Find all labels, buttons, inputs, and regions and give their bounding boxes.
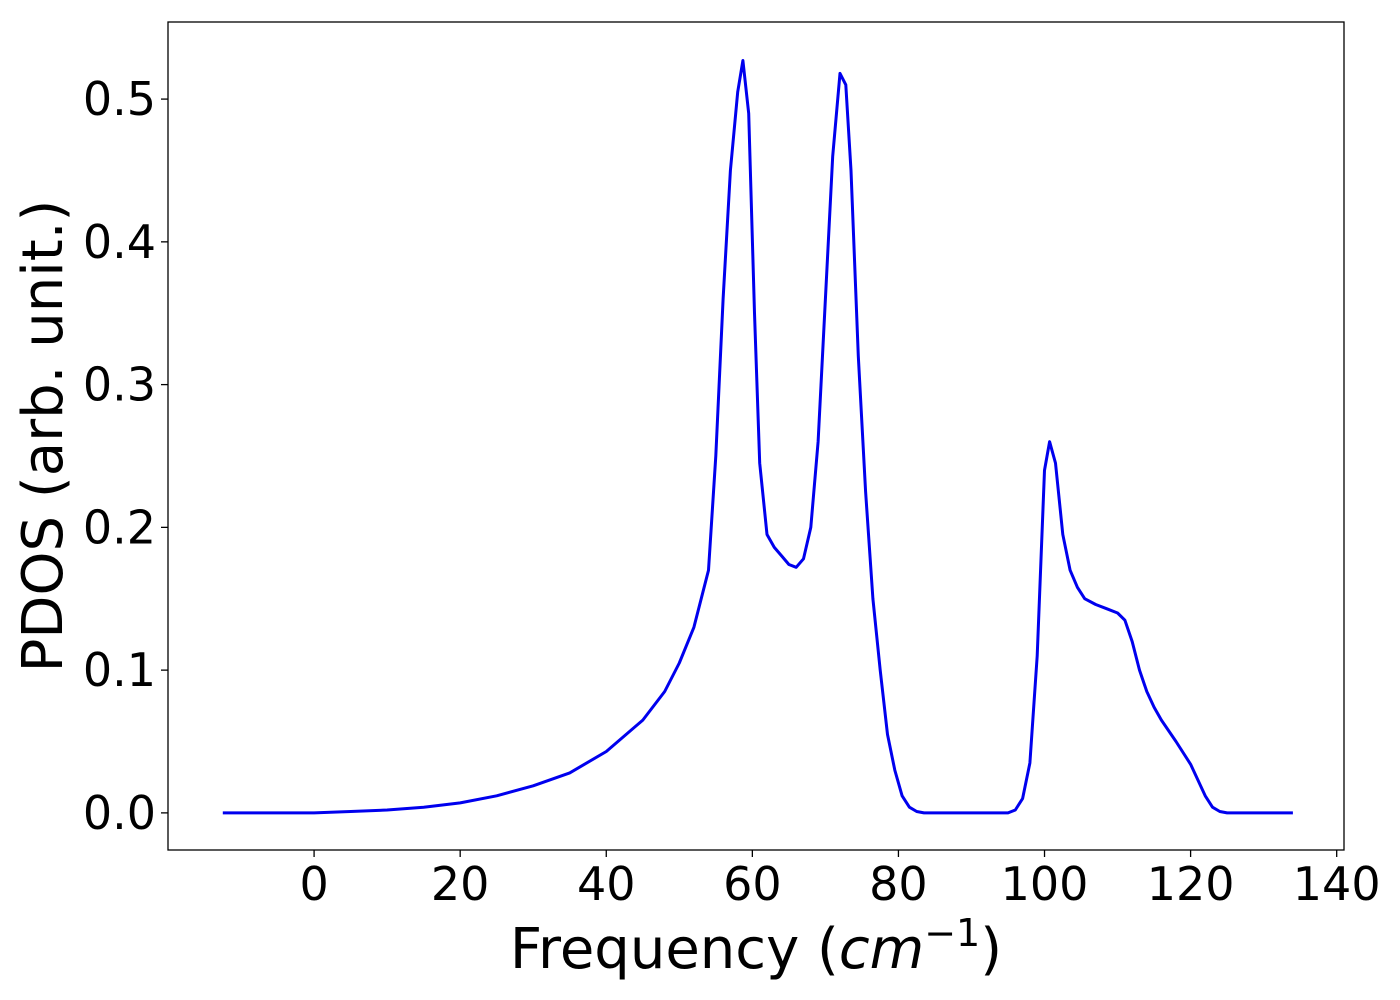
x-tick-label: 60 — [723, 857, 782, 911]
y-axis-ticks: 0.0 0.1 0.2 0.3 0.4 0.5 — [83, 72, 168, 840]
axes-frame — [167, 21, 1345, 851]
x-tick-label: 0 — [299, 857, 328, 911]
y-tick-label: 0.3 — [83, 358, 156, 412]
series-line-0 — [222, 59, 1293, 815]
x-tick-label: 120 — [1147, 857, 1235, 911]
x-tick-label: 100 — [1001, 857, 1089, 911]
x-tick-label: 140 — [1293, 857, 1381, 911]
y-tick-label: 0.1 — [83, 643, 156, 697]
x-tick-label: 80 — [869, 857, 928, 911]
y-axis-label: PDOS (arb. unit.) — [11, 200, 76, 673]
plot-area — [222, 59, 1293, 815]
x-tick-label: 40 — [577, 857, 636, 911]
x-axis-ticks: 0 20 40 60 80 100 120 140 — [299, 850, 1381, 911]
x-axis-label: Frequency (cm−1) — [510, 911, 1002, 982]
y-tick-label: 0.4 — [83, 215, 156, 269]
x-tick-label: 20 — [431, 857, 490, 911]
y-tick-label: 0.5 — [83, 72, 156, 126]
y-tick-label: 0.0 — [83, 786, 156, 840]
y-tick-label: 0.2 — [83, 500, 156, 554]
